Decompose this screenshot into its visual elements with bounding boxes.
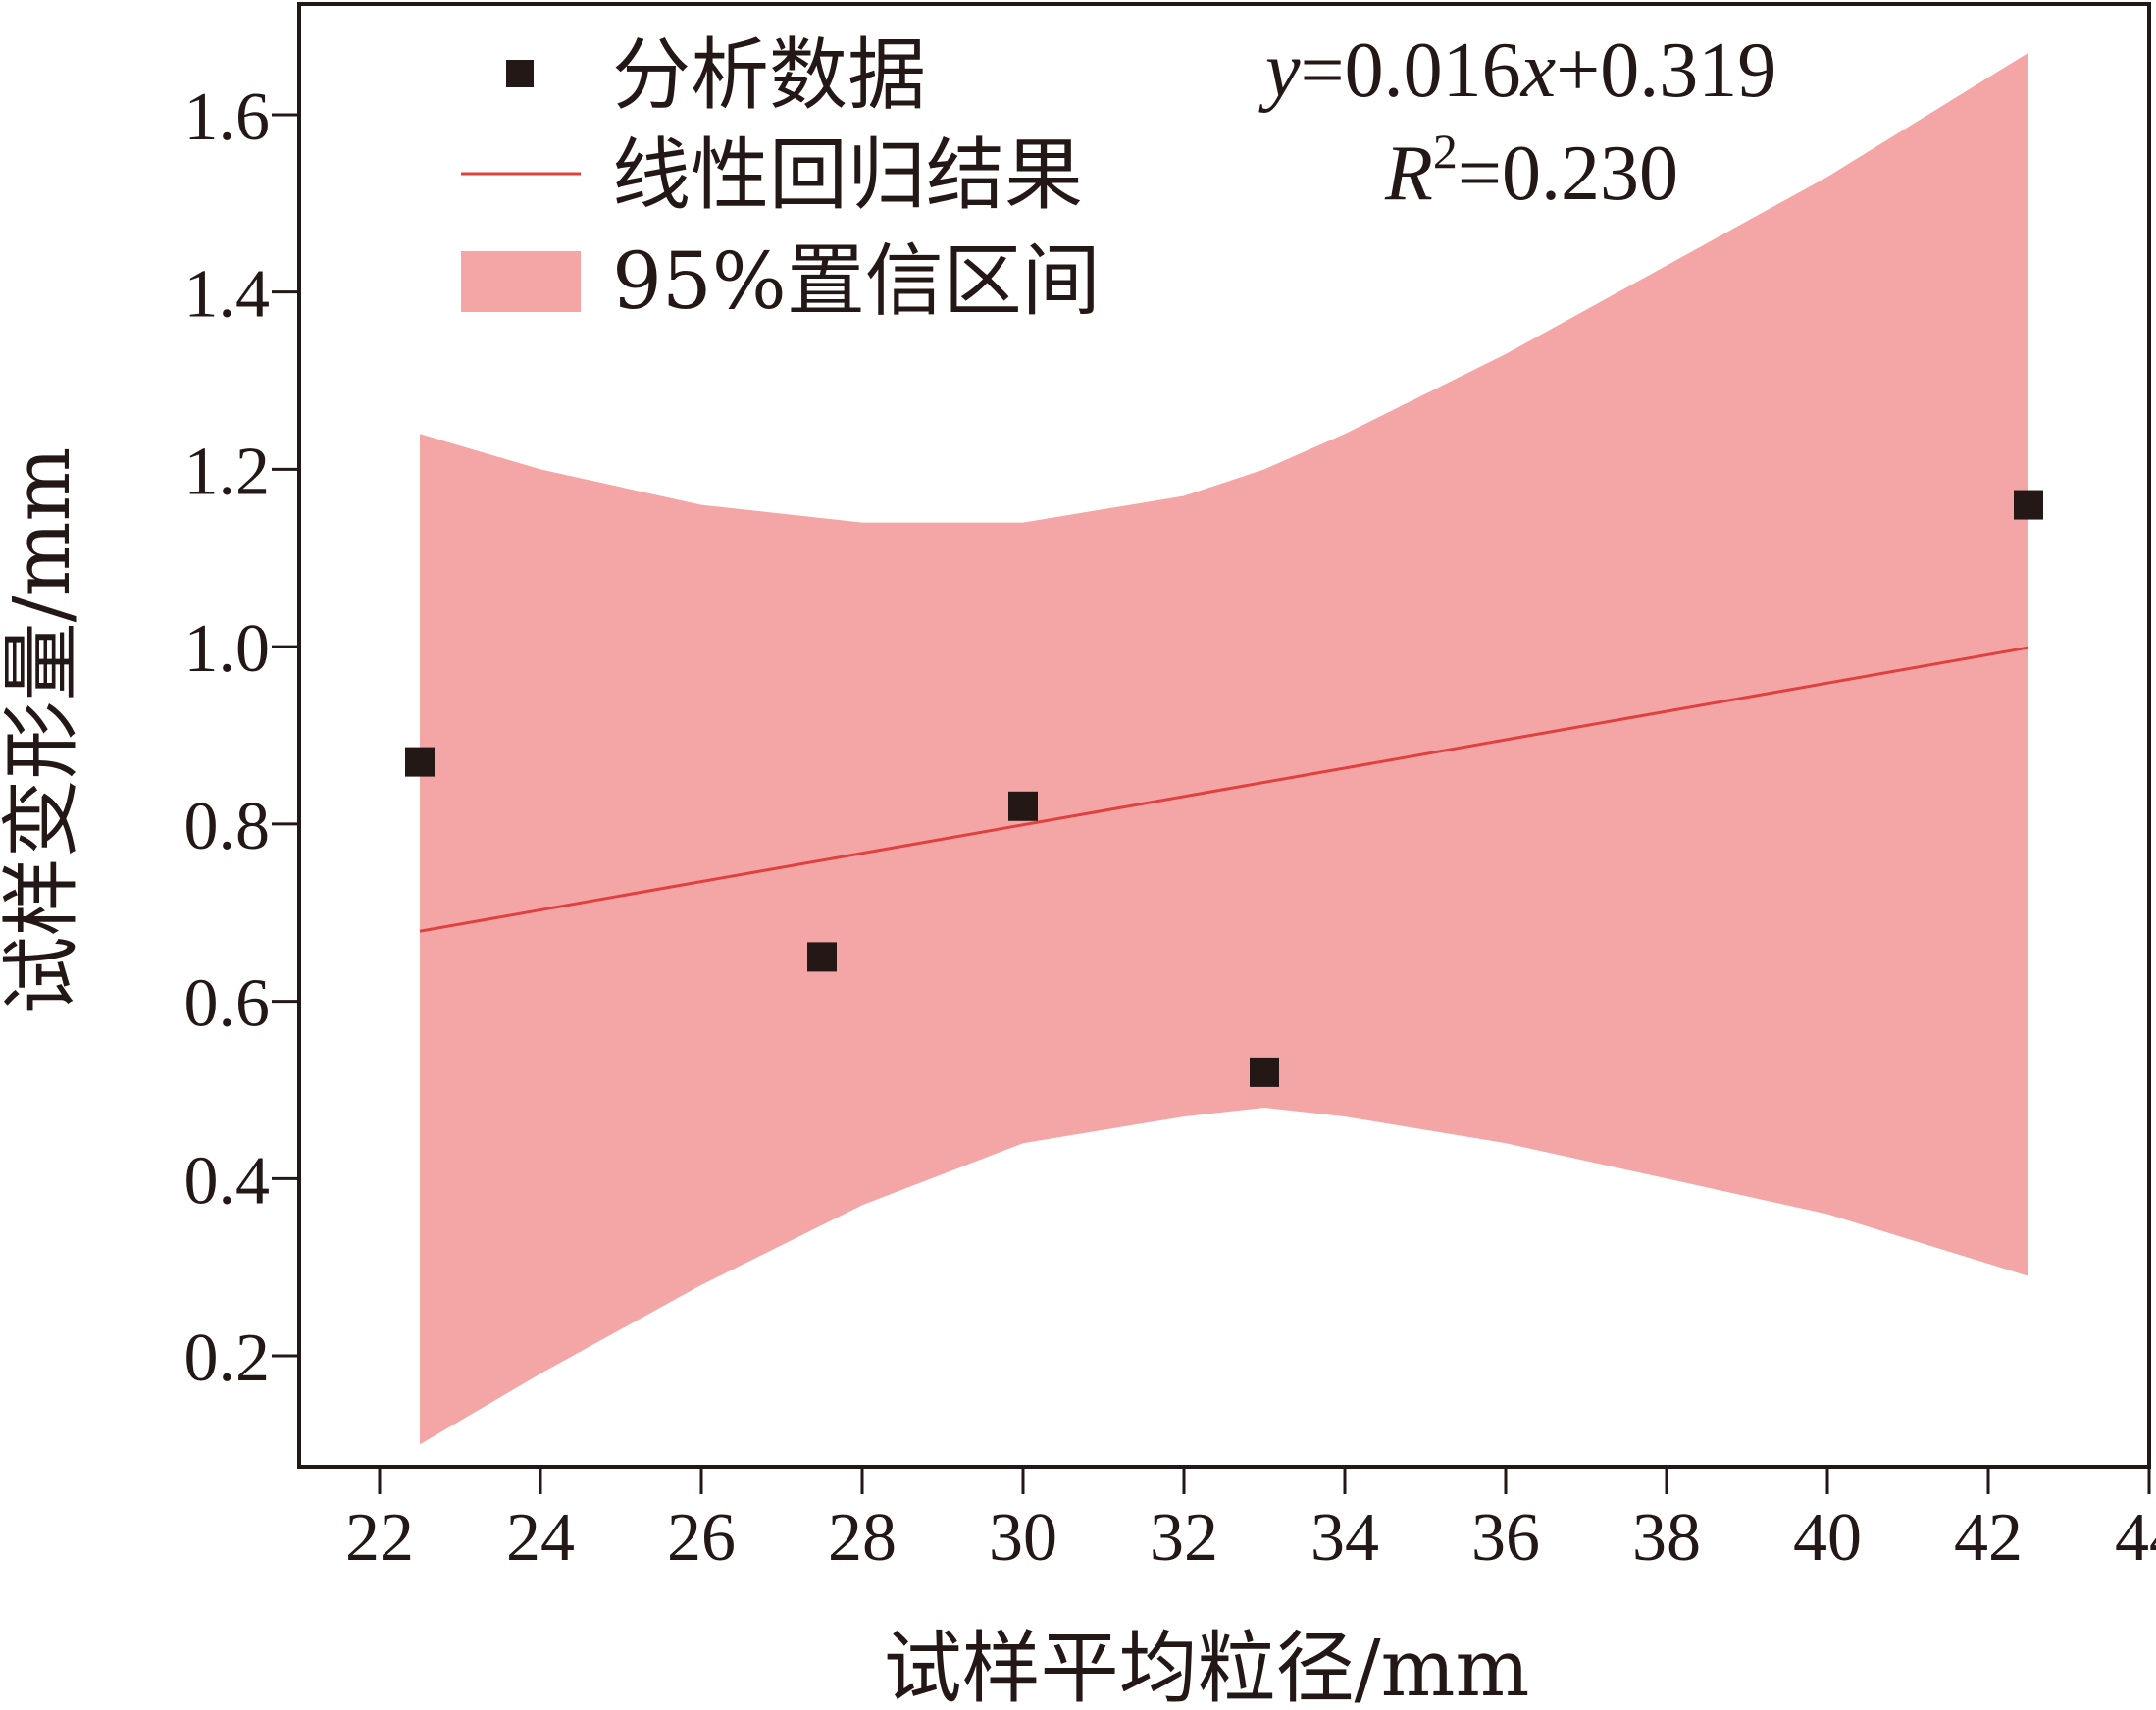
y-tick-label: 1.6 — [184, 79, 271, 155]
y-tick-label: 0.2 — [184, 1321, 271, 1396]
x-tick-label: 30 — [989, 1500, 1057, 1576]
x-tick-label: 28 — [828, 1500, 897, 1576]
x-tick-label: 36 — [1471, 1500, 1540, 1576]
x-tick-label: 24 — [506, 1500, 575, 1576]
r2-r: R — [1384, 130, 1433, 217]
y-tick-label: 0.6 — [184, 966, 271, 1042]
regression-annotation: y=0.016x+0.319 R2=0.230 — [1258, 27, 1776, 217]
legend-swatch-band — [461, 251, 581, 312]
equation-y: y — [1258, 27, 1301, 114]
x-tick-label: 22 — [345, 1500, 414, 1576]
regression-equation: y=0.016x+0.319 — [1258, 27, 1776, 114]
plot-area — [405, 52, 2043, 1445]
equation-slope: =0.016 — [1301, 27, 1521, 114]
regression-line — [419, 646, 2029, 933]
x-tick-label: 38 — [1632, 1500, 1701, 1576]
x-tick-label: 44 — [2115, 1500, 2156, 1576]
confidence-band — [420, 52, 2028, 1445]
x-tick-label: 34 — [1310, 1500, 1379, 1576]
equation-intercept: +0.319 — [1556, 27, 1776, 114]
equation-x: x — [1520, 27, 1557, 114]
x-tick-label: 40 — [1793, 1500, 1862, 1576]
r-squared: R2=0.230 — [1384, 124, 1678, 217]
y-tick-label: 1.4 — [184, 257, 271, 333]
plot-frame — [297, 2, 2151, 1469]
x-tick-label: 32 — [1150, 1500, 1218, 1576]
legend-label-fit: 线性回归结果 — [612, 130, 1083, 221]
data-point — [1250, 1057, 1279, 1087]
x-tick-label: 42 — [1954, 1500, 2023, 1576]
y-tick-label: 0.4 — [184, 1143, 271, 1218]
legend-label-data: 分析数据 — [612, 29, 926, 121]
x-tick-label: 26 — [667, 1500, 736, 1576]
data-point — [405, 747, 435, 777]
r2-value: =0.230 — [1458, 130, 1678, 217]
legend-marker-data — [506, 60, 534, 87]
y-tick-label: 1.0 — [184, 611, 271, 687]
axes: 22 24 26 28 30 32 34 36 38 40 42 44 0.2 0.4 0.6 0.8 1.0 1… — [184, 2, 2156, 1576]
legend: 分析数据 线性回归结果 95%置信区间 — [461, 29, 1101, 327]
y-tick-label: 0.8 — [184, 789, 271, 864]
data-point — [807, 942, 837, 972]
y-axis-title: 试样变形量/mm — [0, 447, 87, 1015]
data-point — [1008, 791, 1038, 821]
x-axis-title: 试样平均粒径/mm — [884, 1623, 1530, 1710]
data-point — [2014, 490, 2043, 520]
r2-superscript: 2 — [1433, 124, 1458, 179]
y-tick-label: 1.2 — [184, 434, 271, 509]
legend-label-band: 95%置信区间 — [612, 235, 1101, 327]
